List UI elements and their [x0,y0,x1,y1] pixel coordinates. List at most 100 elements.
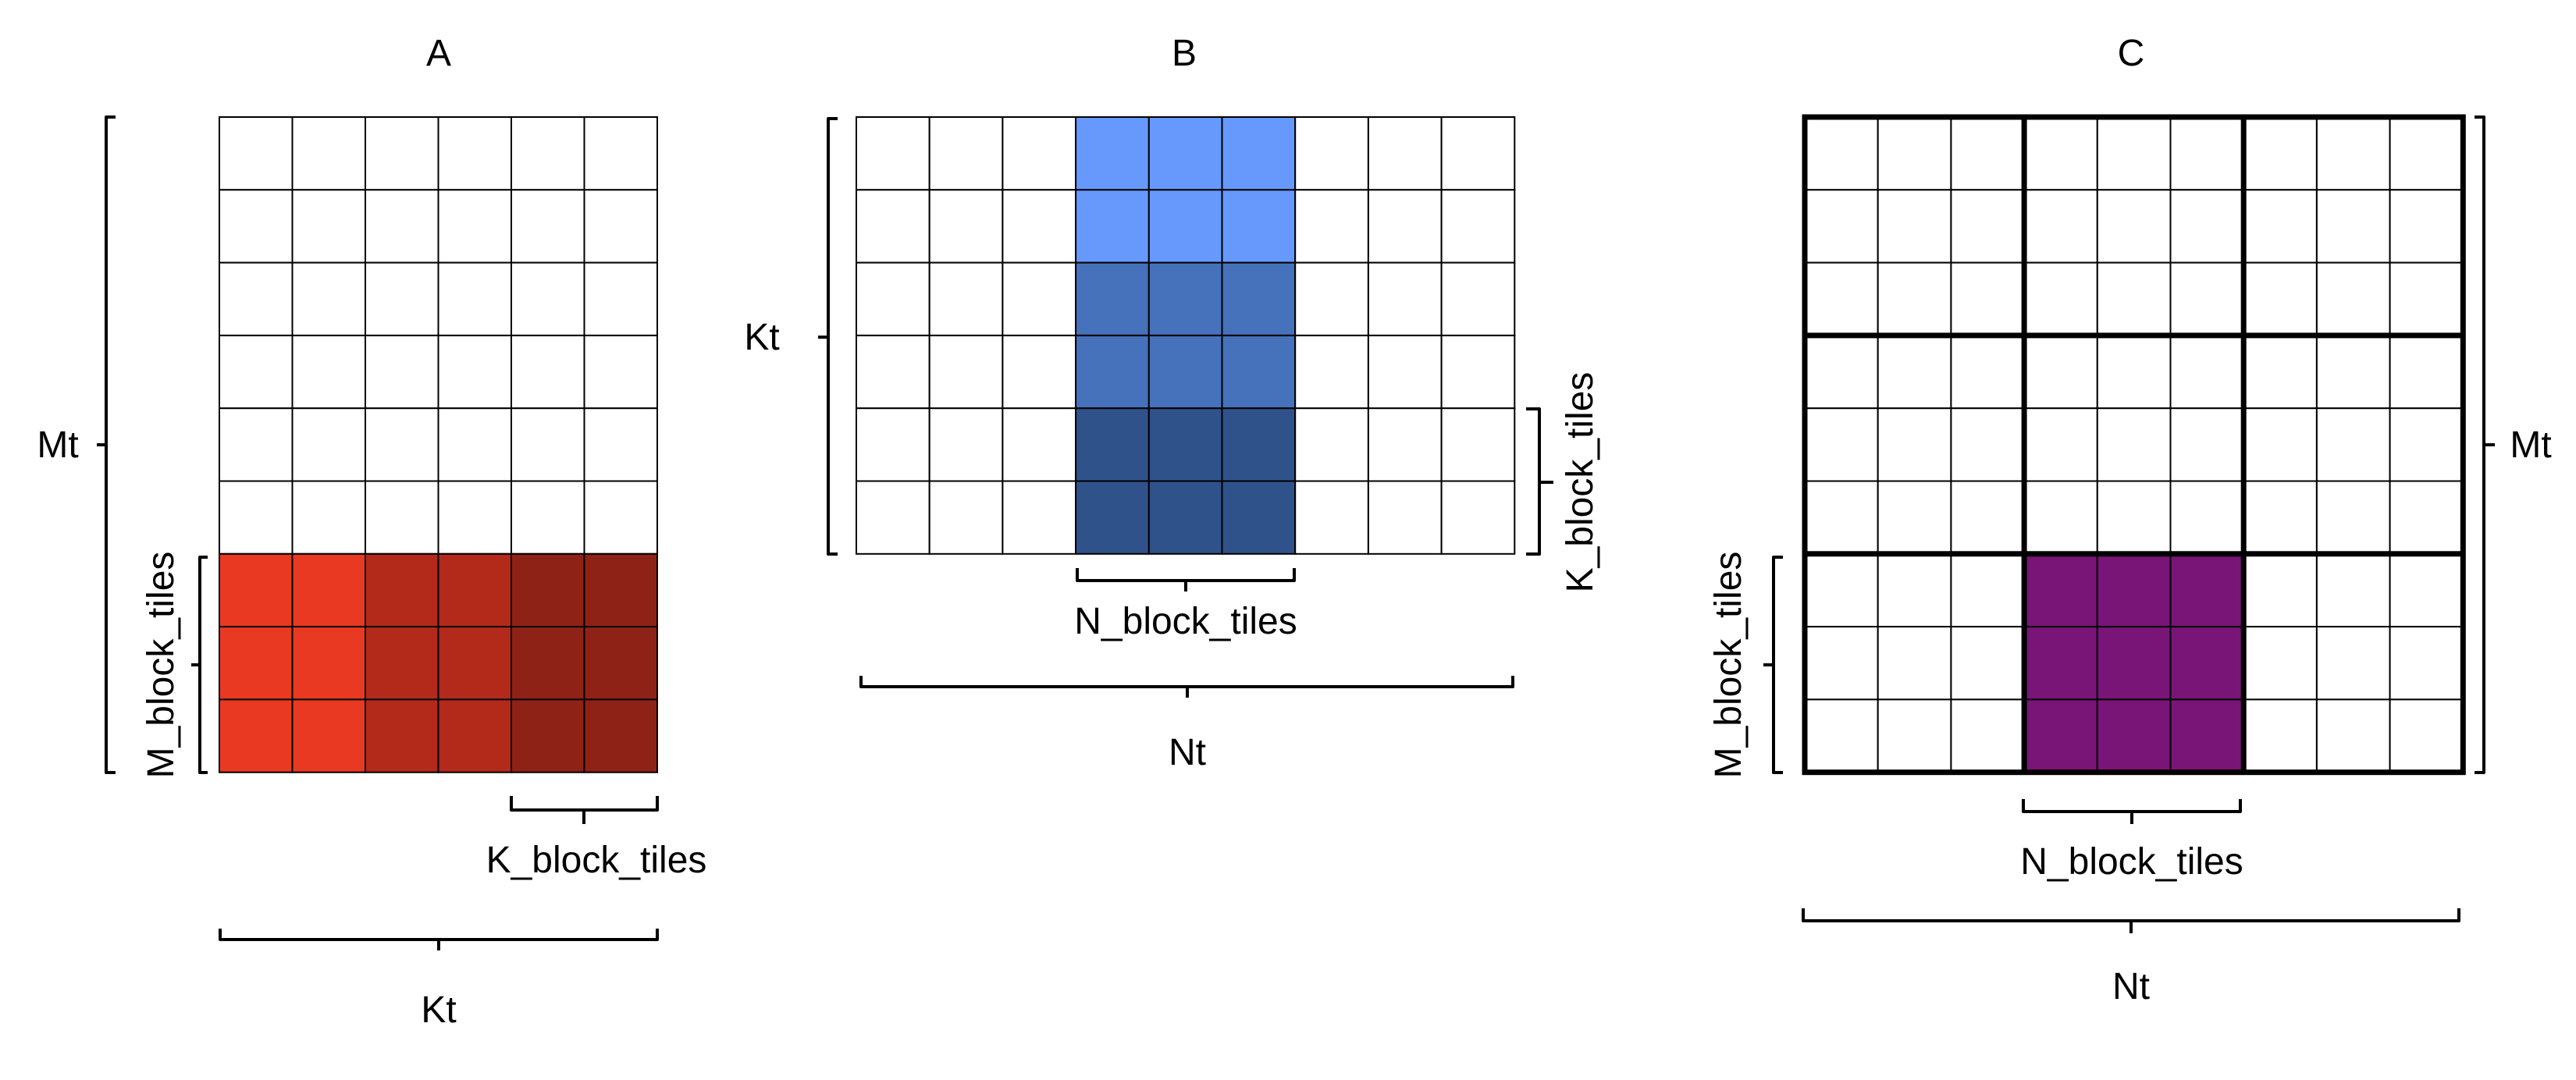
matrix-b-tile [1367,261,1443,336]
matrix-c-tile [1804,189,1879,264]
matrix-c-tile [2389,552,2464,628]
matrix-a-tile [365,189,439,264]
matrix-b-tile [1367,480,1443,555]
matrix-b-tile [928,480,1004,555]
matrix-b-nt-bracket [859,676,1514,698]
matrix-c-tile [1877,189,1952,264]
matrix-c-tile [2023,698,2098,773]
matrix-a-tile [365,334,439,410]
matrix-a-m-block-label: M_block_tiles [141,552,182,779]
matrix-b-tile [1294,261,1369,336]
matrix-b-tile [856,480,930,555]
matrix-b-n-block-label: N_block_tiles [1074,601,1297,642]
matrix-b-tile [1075,407,1150,482]
matrix-c-tile [2169,480,2245,555]
matrix-b-tile [1294,480,1369,555]
matrix-c-title: C [2118,33,2145,74]
matrix-a-tile [219,626,294,701]
matrix-c-tile [2389,189,2464,264]
matrix-c-tile [2169,552,2245,628]
matrix-b-tile [1147,261,1223,336]
matrix-b-tile [1294,189,1369,264]
matrix-a-tile [583,116,658,191]
matrix-a-k-block-bracket [510,796,659,824]
matrix-b-tile [856,189,930,264]
matrix-c-block-border [1802,114,2466,776]
matrix-b-tile [1002,261,1077,336]
matrix-a-tile [219,116,294,191]
matrix-c-tile [1877,698,1952,773]
matrix-b-tile [1221,189,1297,264]
matrix-c-tile [1877,480,1952,555]
matrix-a-tile [437,480,512,555]
matrix-a-tile [219,552,294,628]
matrix-a-tile [291,626,366,701]
matrix-a-tile [219,334,294,410]
matrix-c-tile [2243,261,2318,336]
matrix-c-tile [2389,698,2464,773]
matrix-a-tile [219,407,294,482]
matrix-a-title: A [426,33,451,74]
matrix-c-tile [2315,552,2391,628]
matrix-a-tile [365,116,439,191]
matrix-a-tile [291,407,366,482]
matrix-b-tile [1367,407,1443,482]
matrix-b-tile [1075,189,1150,264]
matrix-a-mt-bracket [97,115,116,774]
matrix-c-tile [2389,334,2464,410]
matrix-a-tile [219,698,294,773]
matrix-c-tile [1950,407,2026,482]
matrix-b-tile [1294,116,1369,191]
matrix-b-kt-label: Kt [744,317,779,358]
matrix-c-tile [2389,407,2464,482]
matrix-c-tile [1804,480,1879,555]
matrix-a-tile [511,480,585,555]
matrix-a-tile [511,116,585,191]
matrix-a-tile [291,552,366,628]
matrix-c-tile [1950,261,2026,336]
matrix-a-tile [291,116,366,191]
matrix-b-tile [1294,407,1369,482]
matrix-b-tile [1367,334,1443,410]
matrix-a-mt-label: Mt [37,425,78,466]
matrix-b-tile [1221,261,1297,336]
matrix-c-tile [2243,407,2318,482]
matrix-c-tile [2315,189,2391,264]
matrix-b-tile [1440,407,1516,482]
matrix-c-tile [1877,116,1952,191]
matrix-c-tile [2096,626,2172,701]
matrix-a-tile [583,698,658,773]
matrix-a-tile [511,552,585,628]
matrix-c-tile [1950,626,2026,701]
matrix-b-tile [1075,261,1150,336]
matrix-a-tile [437,552,512,628]
matrix-b-tile [1075,334,1150,410]
matrix-a-tile [365,261,439,336]
matrix-c-tile [2389,261,2464,336]
matrix-c-tile [2023,261,2098,336]
matrix-a-tile [437,334,512,410]
matrix-c-tile [1950,189,2026,264]
matrix-c-tile [2315,480,2391,555]
matrix-a-tile [511,189,585,264]
matrix-a-kt-label: Kt [421,989,456,1031]
matrix-c-n-block-label: N_block_tiles [2020,841,2243,883]
matrix-b-tile [1440,261,1516,336]
matrix-c-tile [1877,334,1952,410]
matrix-c-tile [2389,480,2464,555]
matrix-a-tile [365,698,439,773]
matrix-c-tile [2096,261,2172,336]
matrix-c-tile [2096,407,2172,482]
matrix-c-tile [1950,116,2026,191]
matrix-b-n-block-bracket [1076,568,1296,592]
matrix-c-tile [2389,116,2464,191]
matrix-c-nt-label: Nt [2112,966,2150,1007]
matrix-c-tile [1804,626,1879,701]
matrix-a-tile [219,261,294,336]
matrix-c-tile [2169,116,2245,191]
matrix-c-nt-bracket [1802,908,2460,933]
matrix-b-tile [856,261,930,336]
matrix-c-tile [1804,407,1879,482]
matrix-c-tile [2243,334,2318,410]
matrix-c-tile [2243,698,2318,773]
